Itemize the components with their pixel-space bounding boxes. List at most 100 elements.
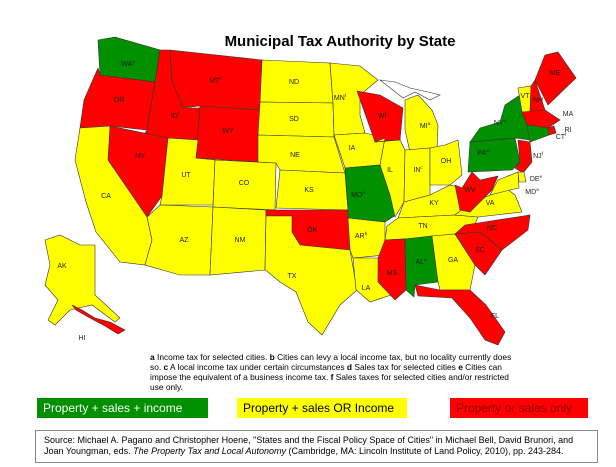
state-hi xyxy=(71,304,126,335)
state-label-or: OR xyxy=(114,97,125,104)
state-label-id: IDf xyxy=(171,111,180,120)
state-label-ne: NE xyxy=(290,152,300,159)
state-footnote-mark: a xyxy=(362,190,365,195)
state-abbr: WY xyxy=(222,128,234,135)
state-label-al: ALa xyxy=(415,257,427,266)
state-label-ny: NYa xyxy=(494,118,507,127)
footnote-key: d xyxy=(346,362,353,372)
source-prefix: Source: Michael A. Pagano and Christophe… xyxy=(44,435,574,456)
state-footnote-mark: a xyxy=(132,59,135,64)
state-abbr: OR xyxy=(114,97,125,104)
state-label-sd: SD xyxy=(289,116,299,123)
state-label-ga: GA xyxy=(448,257,458,264)
state-de xyxy=(517,171,527,183)
state-abbr: NY xyxy=(494,120,504,127)
state-label-il: IL xyxy=(387,167,393,174)
state-abbr: HI xyxy=(79,335,86,342)
state-label-nd: ND xyxy=(289,79,299,86)
state-footnote-mark: c xyxy=(420,165,423,170)
footnote-key: c xyxy=(163,362,169,372)
state-oh xyxy=(429,139,463,186)
footnote-key: f xyxy=(330,372,334,382)
state-label-ar: ARb xyxy=(355,231,368,240)
footnote-text: Cities can impose the equivalent of a bu… xyxy=(150,362,502,382)
state-abbr: MD xyxy=(525,189,536,196)
footnote-text: Sales taxes for selected cities and/or r… xyxy=(150,372,509,392)
map-title: Municipal Tax Authority by State xyxy=(224,33,456,50)
footnote-text: Sales tax for selected cities xyxy=(352,362,459,372)
state-abbr: ME xyxy=(550,70,561,77)
state-abbr: MO xyxy=(351,192,363,199)
legend-green: Property + sales + income xyxy=(37,398,208,418)
footnote-text: A local income tax under certain circums… xyxy=(168,362,347,372)
footnote-key: e xyxy=(458,362,463,372)
state-abbr: UT xyxy=(181,172,191,179)
state-footnote-mark: f xyxy=(565,132,567,137)
state-abbr: VA xyxy=(486,200,495,207)
state-abbr: IN xyxy=(413,167,420,174)
state-label-ms: MS xyxy=(387,270,398,277)
state-il xyxy=(374,137,406,218)
state-abbr: ID xyxy=(171,113,178,120)
state-label-me: ME xyxy=(550,70,561,77)
state-label-va: VA xyxy=(486,200,495,207)
state-label-nv: NV xyxy=(135,153,145,160)
state-abbr: KY xyxy=(429,200,439,207)
legend-label: Property or sales only xyxy=(456,401,573,415)
state-label-tx: TX xyxy=(288,273,297,280)
state-abbr: OK xyxy=(307,227,317,234)
michigan-upper-peninsula xyxy=(378,79,441,101)
state-label-nm: NM xyxy=(235,237,246,244)
state-abbr: WV xyxy=(464,187,476,194)
state-label-az: AZ xyxy=(180,237,190,244)
state-fl xyxy=(414,284,506,346)
state-abbr: DE xyxy=(530,176,540,183)
state-abbr: CT xyxy=(556,134,566,141)
legend-label: Property + sales OR Income xyxy=(243,401,395,415)
state-label-md: MDa xyxy=(525,187,539,196)
state-label-mo: MOa xyxy=(351,190,365,199)
state-mi xyxy=(404,94,439,153)
state-abbr: NH xyxy=(533,97,543,104)
state-abbr: TN xyxy=(418,223,427,230)
footnote-key: b xyxy=(269,352,275,362)
state-label-ia: IA xyxy=(349,145,356,152)
state-label-wv: WV xyxy=(464,187,476,194)
state-label-tn: TN xyxy=(418,223,427,230)
state-footnote-mark: f xyxy=(542,151,544,156)
state-label-ks: KS xyxy=(304,187,314,194)
state-label-ca: CA xyxy=(101,193,111,200)
state-abbr: NJ xyxy=(533,153,542,160)
state-label-nc: NC xyxy=(487,225,497,232)
legend-label: Property + sales + income xyxy=(43,401,183,415)
state-abbr: NC xyxy=(487,225,497,232)
state-abbr: VT xyxy=(521,93,531,100)
state-label-pa: PAa xyxy=(477,148,489,157)
state-footnote-mark: f xyxy=(345,93,347,98)
state-abbr: WA xyxy=(121,61,132,68)
state-label-mt: MTf xyxy=(209,76,221,85)
state-label-ri: RI xyxy=(565,127,572,134)
state-abbr: KS xyxy=(304,187,314,194)
state-abbr: FL xyxy=(491,313,499,320)
state-label-sc: SC xyxy=(475,247,485,254)
state-ct xyxy=(526,124,550,143)
legend-red: Property or sales only xyxy=(450,398,588,418)
state-abbr: MS xyxy=(387,270,398,277)
state-pa xyxy=(467,137,521,173)
state-label-in: INc xyxy=(413,165,423,174)
state-abbr: OH xyxy=(441,158,452,165)
state-abbr: IA xyxy=(349,145,356,152)
state-abbr: MT xyxy=(209,78,220,85)
state-label-nj: NJf xyxy=(533,151,544,160)
state-label-hi: HI xyxy=(79,335,86,342)
footnote-text: Cities can levy a local income tax, but … xyxy=(150,352,512,372)
state-abbr: CO xyxy=(239,180,250,187)
state-label-co: CO xyxy=(239,180,250,187)
state-label-mi: MIa xyxy=(420,121,431,130)
source-book: The Property Tax and Local Autonomy xyxy=(133,446,286,456)
state-abbr: RI xyxy=(565,127,572,134)
state-abbr: AK xyxy=(57,263,67,270)
state-label-ma: MA xyxy=(563,111,574,118)
